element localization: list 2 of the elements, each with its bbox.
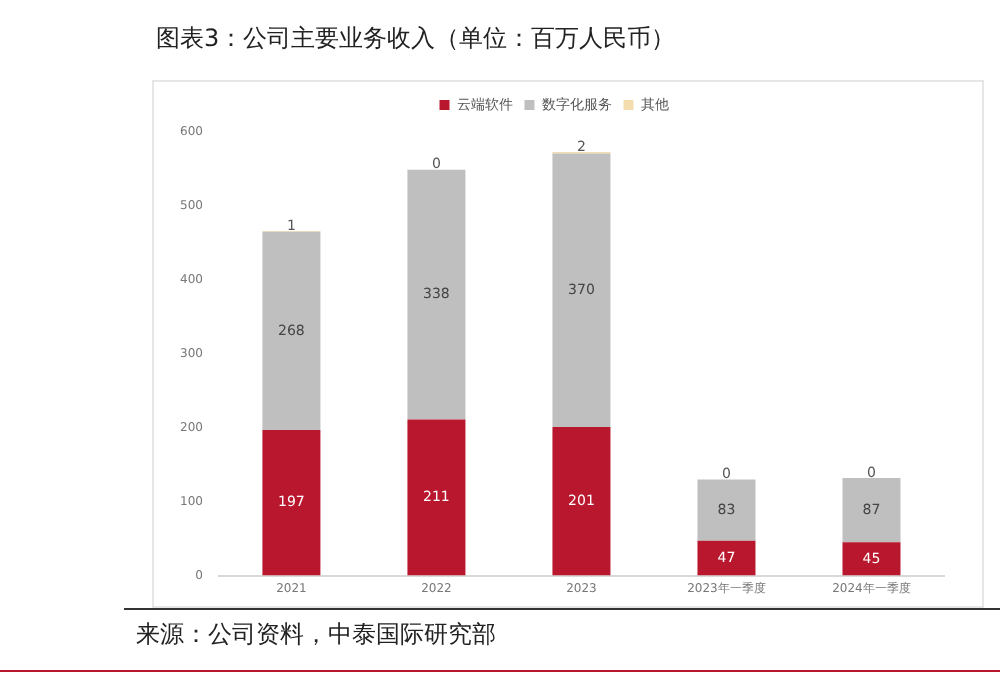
source-note: 来源：公司资料，中泰国际研究部: [136, 618, 496, 652]
chart-title: 图表3：公司主要业务收入（单位：百万人民币）: [156, 22, 676, 56]
